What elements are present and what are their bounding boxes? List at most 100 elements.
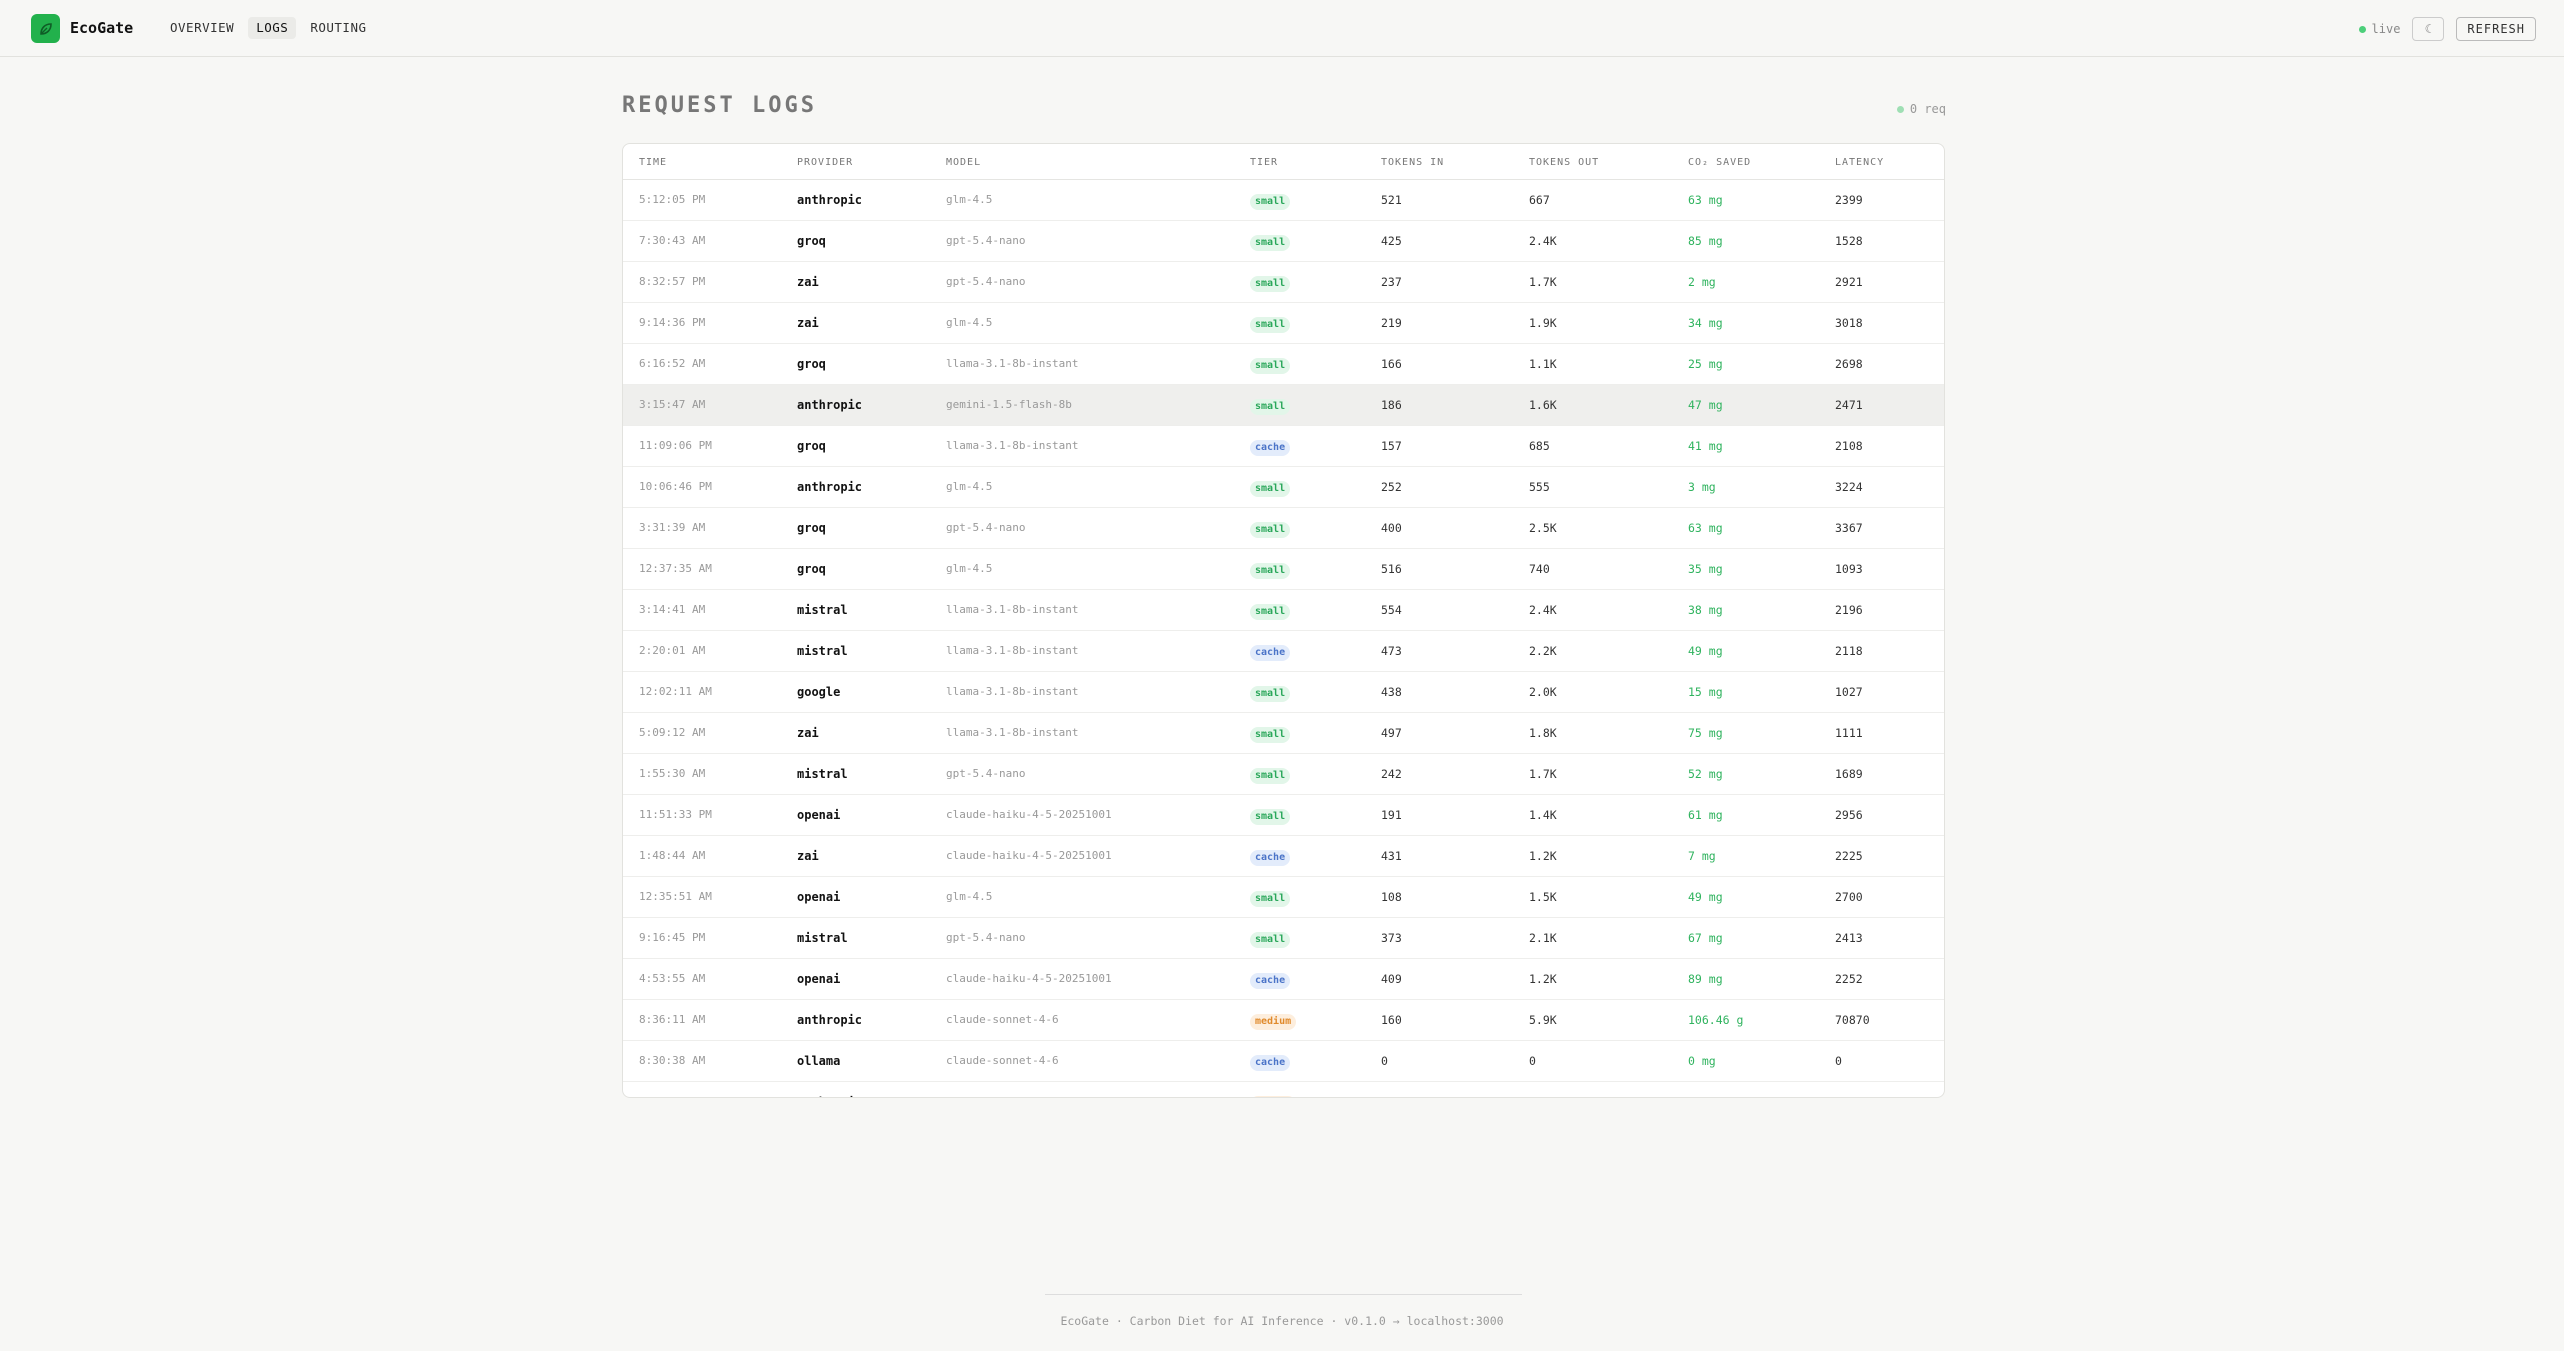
cell-latency: 3018: [1835, 316, 1863, 330]
cell-co2-saved: 49 mg: [1688, 644, 1723, 658]
cell-time: 1:55:30 AM: [639, 767, 706, 780]
cell-tier: cache: [1250, 848, 1291, 866]
cell-co2-saved: 38 mg: [1688, 603, 1723, 617]
cell-model: llama-3.1-8b-instant: [946, 726, 1079, 739]
cell-time: 8:32:57 PM: [639, 275, 706, 288]
nav-logs[interactable]: LOGS: [248, 17, 297, 39]
table-row[interactable]: 7:30:43 AM groq gpt-5.4-nano 425 2.4K 85 mg 15…: [623, 221, 1944, 262]
cell-latency: 2413: [1835, 931, 1863, 945]
cell-time: 5:09:12 AM: [639, 726, 706, 739]
cell-tokens-out: 2.2K: [1529, 644, 1557, 658]
cell-provider: openai: [797, 972, 841, 986]
app-title[interactable]: EcoGate: [70, 19, 134, 37]
table-row[interactable]: 3:15:47 AM anthropic gemini-1.5-flash-8b 18…: [623, 385, 1944, 426]
table-row[interactable]: 12:02:11 AM google llama-3.1-8b-instant 438…: [623, 672, 1944, 713]
table-row[interactable]: 5:09:12 AM zai llama-3.1-8b-instant 497 1.8K…: [623, 713, 1944, 754]
cell-provider: anthropic: [797, 1013, 863, 1027]
nav-routing[interactable]: ROUTING: [310, 20, 367, 35]
status-dot-icon: [1896, 105, 1904, 113]
cell-provider: anthropic: [797, 193, 863, 207]
cell-provider: google: [797, 685, 841, 699]
cell-tier: small: [1250, 684, 1291, 702]
cell-tokens-in: 237: [1381, 275, 1402, 289]
table-row[interactable]: 9:14:36 PM zai glm-4.5 219 1.9K 34 mg 3018 smal…: [623, 303, 1944, 344]
cell-latency: 1689: [1835, 767, 1863, 781]
theme-toggle-button[interactable]: ☾: [2412, 17, 2445, 41]
cell-tokens-out: 1.2K: [1529, 972, 1557, 986]
cell-provider: mistral: [797, 767, 848, 781]
col-tier[interactable]: TIER: [1250, 157, 1279, 168]
cell-tier: medium: [1250, 1012, 1297, 1030]
col-provider[interactable]: PROVIDER: [797, 157, 854, 168]
table-row[interactable]: 8:24:26 AM anthropic claude-sonnet-4-6 221 8…: [623, 1082, 1944, 1097]
table-row[interactable]: 12:37:35 AM groq glm-4.5 516 740 35 mg 1093 sma…: [623, 549, 1944, 590]
cell-co2-saved: 15 mg: [1688, 685, 1723, 699]
tier-badge: cache: [1250, 440, 1291, 456]
page-title: REQUEST LOGS: [622, 93, 817, 118]
cell-model: gemini-1.5-flash-8b: [946, 398, 1072, 411]
cell-latency: 3367: [1835, 521, 1863, 535]
cell-co2-saved: 106.46 g: [1688, 1013, 1744, 1027]
cell-tokens-out: 2.1K: [1529, 931, 1557, 945]
cell-model: claude-sonnet-4-6: [946, 1094, 1059, 1097]
cell-tier: small: [1250, 192, 1291, 210]
request-count: 0 req: [1896, 102, 1946, 116]
table-row[interactable]: 9:16:45 PM mistral gpt-5.4-nano 373 2.1K 67 m…: [623, 918, 1944, 959]
cell-tokens-out: 2.5K: [1529, 521, 1557, 535]
table-row[interactable]: 2:20:01 AM mistral llama-3.1-8b-instant 473…: [623, 631, 1944, 672]
cell-latency: 98886: [1835, 1094, 1870, 1097]
cell-model: llama-3.1-8b-instant: [946, 439, 1079, 452]
tier-badge: small: [1250, 235, 1291, 251]
table-row[interactable]: 1:55:30 AM mistral gpt-5.4-nano 242 1.7K 52 m…: [623, 754, 1944, 795]
table-row[interactable]: 4:53:55 AM openai claude-haiku-4-5-2025100…: [623, 959, 1944, 1000]
tier-badge: small: [1250, 768, 1291, 784]
table-row[interactable]: 11:09:06 PM groq llama-3.1-8b-instant 157 68…: [623, 426, 1944, 467]
cell-time: 3:15:47 AM: [639, 398, 706, 411]
cell-co2-saved: 41 mg: [1688, 439, 1723, 453]
cell-tokens-out: 5.9K: [1529, 1013, 1557, 1027]
table-row[interactable]: 8:36:11 AM anthropic claude-sonnet-4-6 160 5…: [623, 1000, 1944, 1041]
col-co2-saved[interactable]: CO₂ SAVED: [1688, 157, 1752, 168]
cell-time: 6:16:52 AM: [639, 357, 706, 370]
live-indicator: live: [2358, 22, 2400, 36]
cell-tokens-out: 1.4K: [1529, 808, 1557, 822]
cell-tokens-in: 242: [1381, 767, 1402, 781]
cell-time: 3:31:39 AM: [639, 521, 706, 534]
col-latency[interactable]: LATENCY: [1835, 157, 1885, 168]
table-row[interactable]: 11:51:33 PM openai claude-haiku-4-5-202510…: [623, 795, 1944, 836]
table-row[interactable]: 10:06:46 PM anthropic glm-4.5 252 555 3 mg 322…: [623, 467, 1944, 508]
cell-tokens-in: 409: [1381, 972, 1402, 986]
col-time[interactable]: TIME: [639, 157, 668, 168]
refresh-button[interactable]: REFRESH: [2456, 17, 2536, 41]
cell-tier: small: [1250, 725, 1291, 743]
cell-provider: openai: [797, 890, 841, 904]
col-tokens-out[interactable]: TOKENS OUT: [1529, 157, 1600, 168]
cell-model: glm-4.5: [946, 890, 993, 903]
table-row[interactable]: 6:16:52 AM groq llama-3.1-8b-instant 166 1.1…: [623, 344, 1944, 385]
table-row[interactable]: 8:30:38 AM ollama claude-sonnet-4-6 0 0 0 mg 0…: [623, 1041, 1944, 1082]
table-row[interactable]: 8:32:57 PM zai gpt-5.4-nano 237 1.7K 2 mg 2921…: [623, 262, 1944, 303]
cell-model: glm-4.5: [946, 480, 993, 493]
table-row[interactable]: 3:14:41 AM mistral llama-3.1-8b-instant 554…: [623, 590, 1944, 631]
cell-latency: 0: [1835, 1054, 1842, 1068]
cell-provider: groq: [797, 357, 826, 371]
tier-badge: small: [1250, 522, 1291, 538]
cell-co2-saved: 3 mg: [1688, 480, 1716, 494]
cell-tokens-in: 438: [1381, 685, 1402, 699]
table-row[interactable]: 5:12:05 PM anthropic glm-4.5 521 667 63 mg 239…: [623, 180, 1944, 221]
cell-provider: groq: [797, 521, 826, 535]
table-row[interactable]: 12:35:51 AM openai glm-4.5 108 1.5K 49 mg 2700…: [623, 877, 1944, 918]
cell-model: gpt-5.4-nano: [946, 767, 1026, 780]
col-model[interactable]: MODEL: [946, 157, 982, 168]
cell-tier: cache: [1250, 971, 1291, 989]
tier-badge: small: [1250, 604, 1291, 620]
leaf-logo-icon[interactable]: [31, 14, 60, 43]
nav-overview[interactable]: OVERVIEW: [170, 20, 235, 35]
cell-time: 12:37:35 AM: [639, 562, 712, 575]
table-row[interactable]: 1:48:44 AM zai claude-haiku-4-5-20251001 43…: [623, 836, 1944, 877]
cell-provider: anthropic: [797, 480, 863, 494]
cell-provider: zai: [797, 849, 819, 863]
cell-model: gpt-5.4-nano: [946, 234, 1026, 247]
table-row[interactable]: 3:31:39 AM groq gpt-5.4-nano 400 2.5K 63 mg 33…: [623, 508, 1944, 549]
col-tokens-in[interactable]: TOKENS IN: [1381, 157, 1445, 168]
